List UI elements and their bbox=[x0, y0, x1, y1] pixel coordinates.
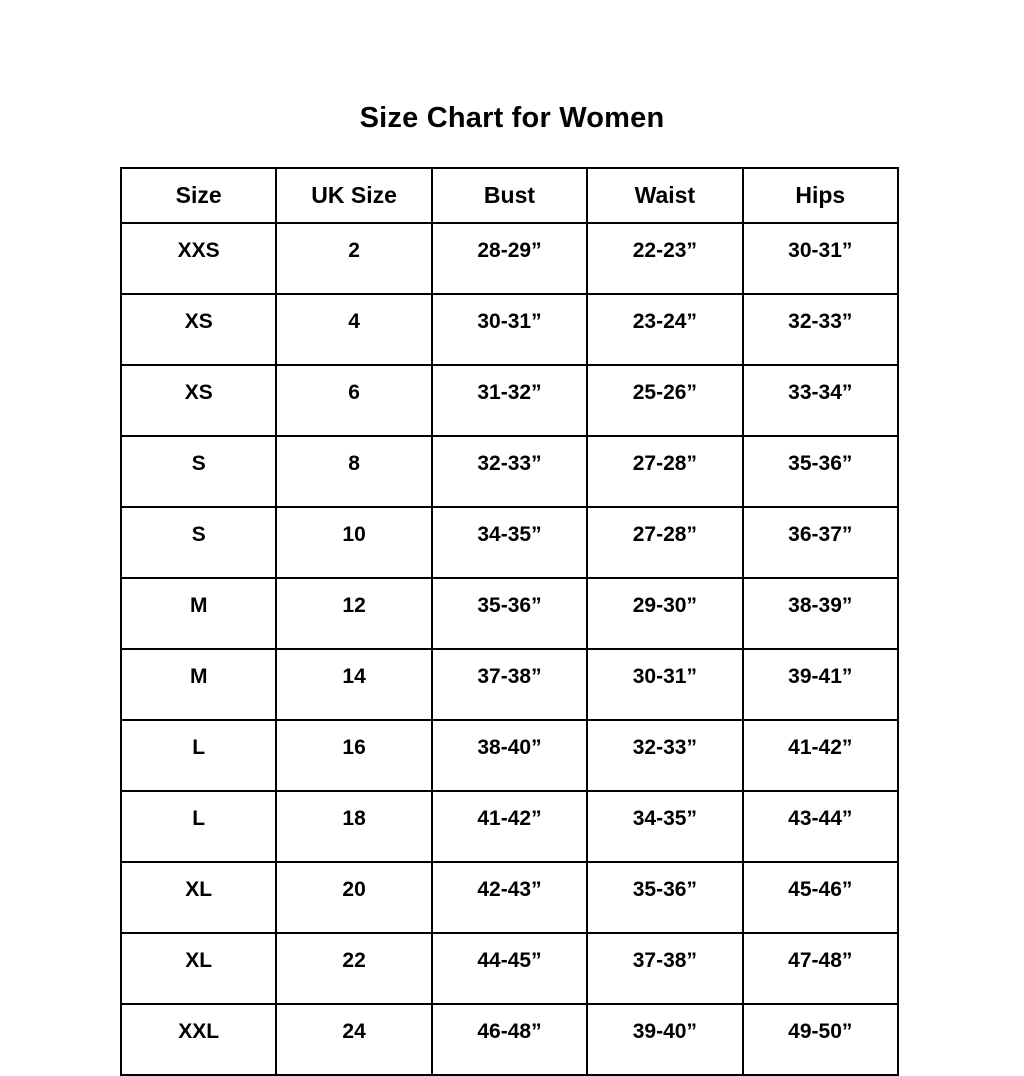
table-cell: 30-31” bbox=[430, 293, 589, 366]
table-cell: S bbox=[119, 506, 278, 579]
table-cell: 31-32” bbox=[430, 364, 589, 437]
column-header: Size bbox=[119, 167, 278, 224]
table-cell: 22-23” bbox=[586, 222, 744, 295]
table-cell: 35-36” bbox=[586, 861, 744, 934]
table-cell: M bbox=[119, 577, 278, 650]
table-cell: 37-38” bbox=[430, 648, 589, 721]
table-cell: XL bbox=[119, 932, 278, 1005]
page: Size Chart for Women Size UK Size Bust Wais… bbox=[119, 102, 900, 1076]
table-cell: 44-45” bbox=[430, 932, 589, 1005]
table-cell: 27-28” bbox=[586, 506, 744, 579]
table-cell: 47-48” bbox=[741, 932, 900, 1005]
table-cell: 42-43” bbox=[430, 861, 589, 934]
table-cell: 22 bbox=[275, 932, 433, 1005]
table-cell: 23-24” bbox=[586, 293, 744, 366]
table-cell: 6 bbox=[275, 364, 433, 437]
table-cell: L bbox=[119, 719, 278, 792]
table-cell: 25-26” bbox=[586, 364, 744, 437]
column-header: Bust bbox=[430, 167, 589, 224]
table-row: M 14 37-38” 30-31” 39-41” bbox=[119, 648, 900, 721]
table-cell: 18 bbox=[275, 790, 433, 863]
table-cell: 36-37” bbox=[741, 506, 900, 579]
table-cell: 12 bbox=[275, 577, 433, 650]
table-row: L 16 38-40” 32-33” 41-42” bbox=[119, 719, 900, 792]
table-row: XS 4 30-31” 23-24” 32-33” bbox=[119, 293, 900, 366]
table-cell: S bbox=[119, 435, 278, 508]
table-row: XS 6 31-32” 25-26” 33-34” bbox=[119, 364, 900, 437]
table-cell: M bbox=[119, 648, 278, 721]
table-cell: 2 bbox=[275, 222, 433, 295]
table-cell: L bbox=[119, 790, 278, 863]
table-cell: 34-35” bbox=[586, 790, 744, 863]
table-cell: 34-35” bbox=[430, 506, 589, 579]
table-cell: XXS bbox=[119, 222, 278, 295]
table-cell: 49-50” bbox=[741, 1003, 900, 1076]
table-header: Size UK Size Bust Waist Hips bbox=[119, 167, 900, 224]
table-cell: 20 bbox=[275, 861, 433, 934]
table-cell: 14 bbox=[275, 648, 433, 721]
table-cell: 4 bbox=[275, 293, 433, 366]
table-cell: 39-40” bbox=[586, 1003, 744, 1076]
table-cell: 16 bbox=[275, 719, 433, 792]
table-row: L 18 41-42” 34-35” 43-44” bbox=[119, 790, 900, 863]
table-cell: 35-36” bbox=[430, 577, 589, 650]
column-header: Hips bbox=[741, 167, 900, 224]
table-row: S 8 32-33” 27-28” 35-36” bbox=[119, 435, 900, 508]
table-cell: 24 bbox=[275, 1003, 433, 1076]
table-cell: XS bbox=[119, 293, 278, 366]
table-cell: 33-34” bbox=[741, 364, 900, 437]
table-cell: 28-29” bbox=[430, 222, 589, 295]
table-cell: 30-31” bbox=[741, 222, 900, 295]
table-cell: XS bbox=[119, 364, 278, 437]
table-cell: 38-40” bbox=[430, 719, 589, 792]
table-cell: 10 bbox=[275, 506, 433, 579]
table-cell: 29-30” bbox=[586, 577, 744, 650]
table-row: XXL 24 46-48” 39-40” 49-50” bbox=[119, 1003, 900, 1076]
table-row: M 12 35-36” 29-30” 38-39” bbox=[119, 577, 900, 650]
table-cell: 35-36” bbox=[741, 435, 900, 508]
table-cell: 41-42” bbox=[741, 719, 900, 792]
table-row: XL 20 42-43” 35-36” 45-46” bbox=[119, 861, 900, 934]
column-header: Waist bbox=[586, 167, 744, 224]
table-row: XL 22 44-45” 37-38” 47-48” bbox=[119, 932, 900, 1005]
table-cell: 27-28” bbox=[586, 435, 744, 508]
table-cell: 41-42” bbox=[430, 790, 589, 863]
table-cell: 38-39” bbox=[741, 577, 900, 650]
page-title: Size Chart for Women bbox=[359, 102, 665, 134]
table-cell: 43-44” bbox=[741, 790, 900, 863]
header-row: Size UK Size Bust Waist Hips bbox=[119, 167, 900, 224]
table-cell: 46-48” bbox=[430, 1003, 589, 1076]
table-row: XXS 2 28-29” 22-23” 30-31” bbox=[119, 222, 900, 295]
table-cell: XL bbox=[119, 861, 278, 934]
table-cell: 45-46” bbox=[741, 861, 900, 934]
table-cell: 39-41” bbox=[741, 648, 900, 721]
table-cell: 37-38” bbox=[586, 932, 744, 1005]
table-body: XXS 2 28-29” 22-23” 30-31” XS 4 30-31” 23-24” 32-… bbox=[119, 222, 900, 1076]
table-cell: 32-33” bbox=[741, 293, 900, 366]
table-cell: 32-33” bbox=[430, 435, 589, 508]
size-chart-table: Size UK Size Bust Waist Hips XXS 2 28-29” 22-23… bbox=[119, 167, 900, 1076]
table-row: S 10 34-35” 27-28” 36-37” bbox=[119, 506, 900, 579]
table-cell: 30-31” bbox=[586, 648, 744, 721]
column-header: UK Size bbox=[275, 167, 433, 224]
table-cell: 8 bbox=[275, 435, 433, 508]
table-cell: XXL bbox=[119, 1003, 278, 1076]
table-cell: 32-33” bbox=[586, 719, 744, 792]
